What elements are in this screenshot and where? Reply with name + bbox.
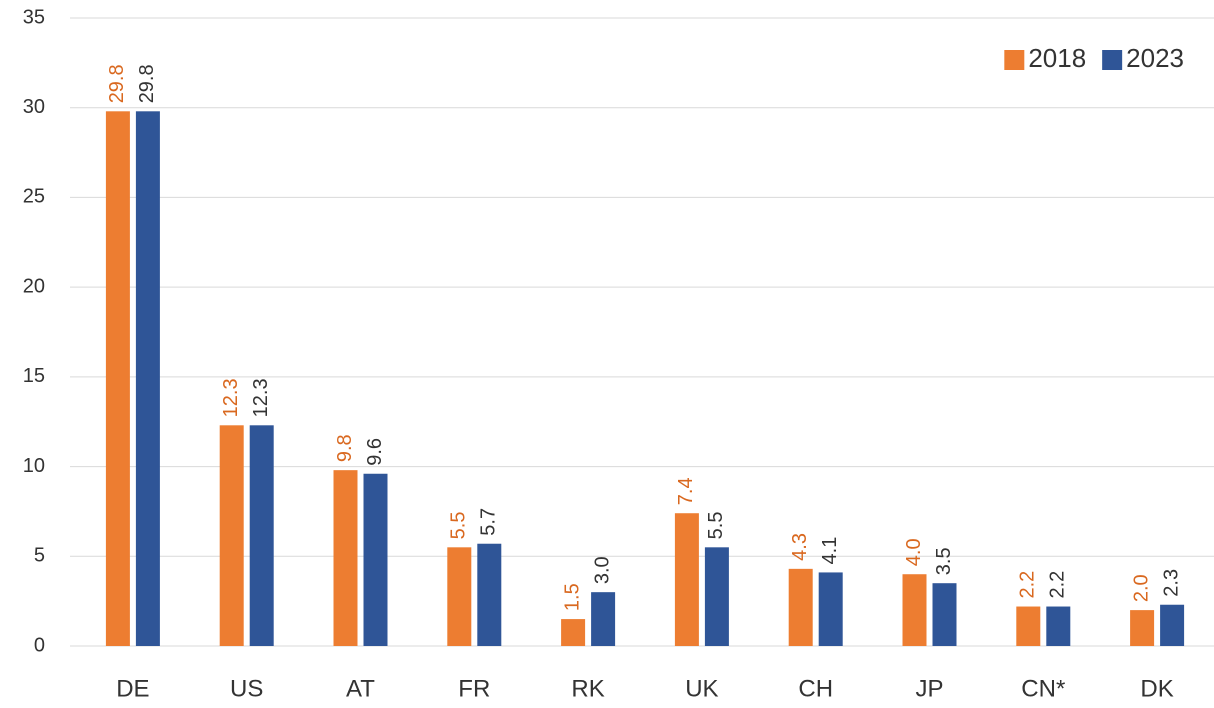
value-label: 9.8	[334, 434, 356, 462]
bar	[363, 473, 388, 646]
y-tick-label: 15	[23, 365, 45, 387]
y-tick-label: 20	[23, 275, 45, 297]
value-label: 7.4	[675, 477, 697, 505]
y-tick-label: 10	[23, 455, 45, 477]
value-label: 2.0	[1130, 574, 1152, 602]
value-label: 3.5	[933, 547, 955, 575]
bar	[591, 592, 616, 646]
bar	[219, 425, 244, 646]
bar	[105, 111, 130, 646]
value-label: 29.8	[136, 64, 158, 103]
x-tick-label: FR	[458, 675, 490, 702]
value-label: 4.3	[789, 533, 811, 561]
value-label: 12.3	[220, 378, 242, 417]
value-label: 2.2	[1017, 571, 1039, 599]
y-tick-label: 35	[23, 6, 45, 28]
bar	[333, 470, 358, 646]
bar	[561, 619, 586, 646]
value-label: 4.0	[903, 538, 925, 566]
value-label: 1.5	[561, 583, 583, 611]
bar	[447, 547, 472, 646]
x-tick-label: AT	[346, 675, 375, 702]
bar	[1016, 606, 1041, 646]
y-tick-label: 5	[34, 545, 45, 567]
value-label: 3.0	[591, 556, 613, 584]
bar	[674, 513, 699, 646]
legend-label: 2023	[1126, 43, 1184, 73]
x-tick-label: CH	[798, 675, 833, 702]
value-label: 5.5	[705, 512, 727, 540]
value-label: 12.3	[250, 378, 272, 417]
x-tick-label: JP	[915, 675, 943, 702]
value-label: 29.8	[106, 64, 128, 103]
value-label: 2.2	[1047, 571, 1069, 599]
value-label: 5.5	[448, 512, 470, 540]
bar	[932, 583, 957, 646]
bar	[477, 543, 502, 646]
x-tick-label: UK	[685, 675, 718, 702]
x-tick-label: DE	[116, 675, 149, 702]
x-tick-label: CN*	[1021, 675, 1065, 702]
value-label: 5.7	[478, 508, 500, 536]
bar	[704, 547, 729, 646]
bar	[135, 111, 160, 646]
value-label: 9.6	[364, 438, 386, 466]
y-tick-label: 25	[23, 186, 45, 208]
value-label: 2.3	[1160, 569, 1182, 597]
x-tick-label: US	[230, 675, 263, 702]
legend-swatch	[1004, 50, 1025, 70]
y-tick-label: 0	[34, 634, 45, 656]
legend-swatch	[1102, 50, 1123, 70]
x-tick-label: DK	[1140, 675, 1173, 702]
x-tick-label: RK	[571, 675, 604, 702]
bar	[902, 574, 927, 646]
value-label: 4.1	[819, 537, 841, 565]
y-tick-label: 30	[23, 96, 45, 118]
bar	[818, 572, 843, 646]
bar	[1046, 606, 1071, 646]
bar	[1130, 610, 1155, 646]
bar	[249, 425, 274, 646]
bar	[1160, 604, 1185, 646]
bar	[788, 568, 813, 646]
legend-label: 2018	[1028, 43, 1086, 73]
